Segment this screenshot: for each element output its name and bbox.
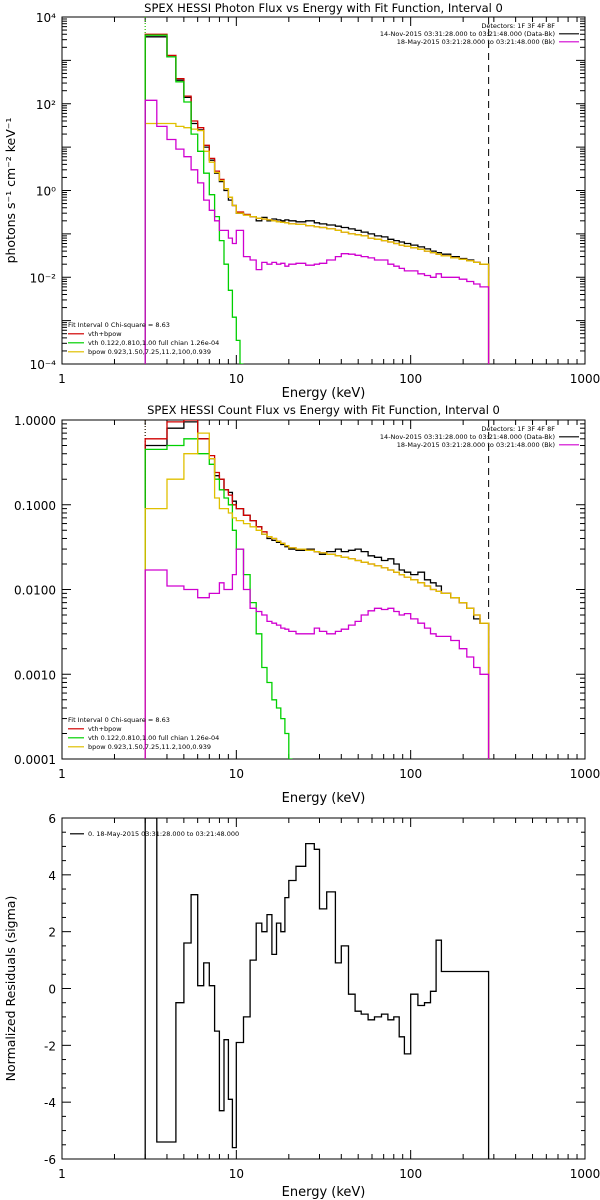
x-axis-label: Energy (keV) [282,386,366,401]
x-tick-label: 1000 [570,1167,600,1181]
y-tick-label: 10⁻² [30,271,57,285]
legend-text: 0. 18-May-2015 03:31:28.000 to 03:21:48.… [88,830,239,838]
y-axis-label: Normalized Residuals (sigma) [3,896,18,1082]
chart-title: SPEX HESSI Photon Flux vs Energy with Fi… [144,1,503,15]
x-tick-label: 1 [58,372,66,386]
y-tick-label: 0.0010 [14,668,56,682]
x-tick-label: 1 [58,767,66,781]
y-tick-label: -2 [44,1039,56,1053]
chart-title: SPEX HESSI Count Flux vs Energy with Fit… [147,403,500,417]
series-bk-line [144,99,490,364]
legend-text: vth+bpow [88,330,122,338]
series-bk-line [144,548,490,759]
y-tick-label: 2 [48,926,56,940]
x-tick-label: 100 [399,372,422,386]
y-tick-label: 0.0001 [14,753,56,767]
legend-text: Detectors: 1F 3F 4F 8F [481,22,555,30]
legend-text: bpow 0.923,1.50,7.25,11.2,100,0.939 [88,743,211,751]
series-bpow-line [144,432,490,759]
plot-frame [61,419,586,760]
plot-frame [61,817,586,1160]
legend-text: Fit Interval 0 Chi-square = 8.63 [68,321,170,329]
legend-text: 14-Nov-2015 03:31:28.000 to 03:21:48.000… [380,30,555,38]
y-tick-label: 6 [48,812,56,826]
legend-text: Detectors: 1F 3F 4F 8F [481,425,555,433]
y-tick-label: 0.0100 [14,584,56,598]
legend-text: vth+bpow [88,725,122,733]
y-tick-label: 10⁰ [36,185,56,199]
series-data-line [144,36,490,364]
plot-frame [61,16,586,365]
x-tick-label: 1 [58,1167,66,1181]
y-tick-label: -4 [44,1096,56,1110]
x-tick-label: 100 [399,1167,422,1181]
x-tick-label: 1000 [570,372,600,386]
chart-panel-1: SPEX HESSI Photon Flux vs Energy with Fi… [3,1,600,401]
data-series-group [144,818,490,1159]
x-axis-label: Energy (keV) [282,791,366,806]
data-series-group [144,420,490,759]
x-tick-label: 10 [229,372,244,386]
legend-text: Fit Interval 0 Chi-square = 8.63 [68,716,170,724]
y-tick-label: 0.1000 [14,499,56,513]
data-series-group [144,33,490,364]
x-tick-label: 10 [229,767,244,781]
legend-text: 18-May-2015 03:21:28.000 to 03:21:48.000… [397,38,555,46]
y-tick-label: 0 [48,983,56,997]
x-axis-label: Energy (keV) [282,1185,366,1200]
y-axis-label: photons s⁻¹ cm⁻² keV⁻¹ [3,118,18,264]
y-tick-label: 10⁴ [36,11,56,25]
series-data-line [144,818,490,1159]
x-tick-label: 10 [229,1167,244,1181]
legend-text: vth 0.122,0.810,1.00 full chian 1.26e-04 [88,339,219,347]
legend-text: vth 0.122,0.810,1.00 full chian 1.26e-04 [88,734,219,742]
series-vth-line [144,34,244,364]
y-tick-label: 4 [48,869,56,883]
legend-text: 18-May-2015 03:21:28.000 to 03:21:48.000… [397,441,555,449]
series-bpow-line [144,122,490,364]
y-tick-label: -6 [44,1153,56,1167]
legend-text: bpow 0.923,1.50,7.25,11.2,100,0.939 [88,348,211,356]
series-data-line [144,421,490,759]
series-total-line [144,33,490,364]
y-tick-label: 10⁻⁴ [30,358,57,372]
chart-panel-2: SPEX HESSI Count Flux vs Energy with Fit… [14,403,600,806]
chart-panel-3: 1 10 100 1000 Energy (keV) -6 -4 -2 0 2 4 6 Normaliz… [3,812,600,1200]
legend-text: 14-Nov-2015 03:31:28.000 to 03:21:48.000… [380,433,555,441]
y-tick-label: 1.0000 [14,414,56,428]
x-tick-label: 1000 [570,767,600,781]
x-tick-label: 100 [399,767,422,781]
y-tick-label: 10² [36,98,56,112]
